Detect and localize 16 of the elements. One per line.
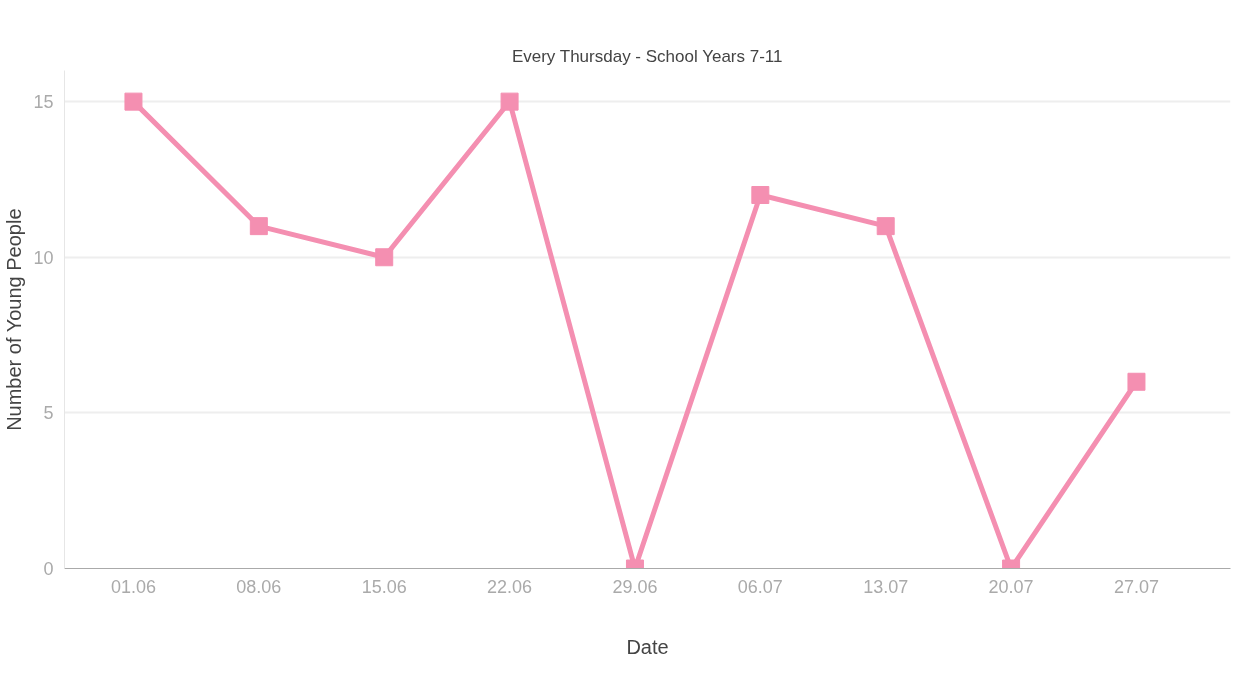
x-tick-label: 15.06 <box>361 576 407 597</box>
x-tick-label: 06.07 <box>737 576 783 597</box>
x-tick-label: 22.06 <box>487 576 533 597</box>
x-axis-title: Date <box>626 635 669 658</box>
x-tick-label: 27.07 <box>1113 576 1159 597</box>
y-tick-label: 10 <box>33 247 54 268</box>
chart-title: Every Thursday - School Years 7-11 <box>511 46 783 66</box>
x-tick-label: 01.06 <box>110 576 156 597</box>
y-tick-label: 5 <box>43 403 54 424</box>
y-tick-label: 15 <box>33 92 54 113</box>
x-tick-label: 13.07 <box>863 576 909 597</box>
y-tick-label: 0 <box>43 559 54 579</box>
x-tick-label: 20.07 <box>988 576 1034 597</box>
x-tick-label: 29.06 <box>612 576 658 597</box>
x-tick-label: 08.06 <box>236 576 282 597</box>
y-axis-title: Number of Young People <box>3 208 26 431</box>
